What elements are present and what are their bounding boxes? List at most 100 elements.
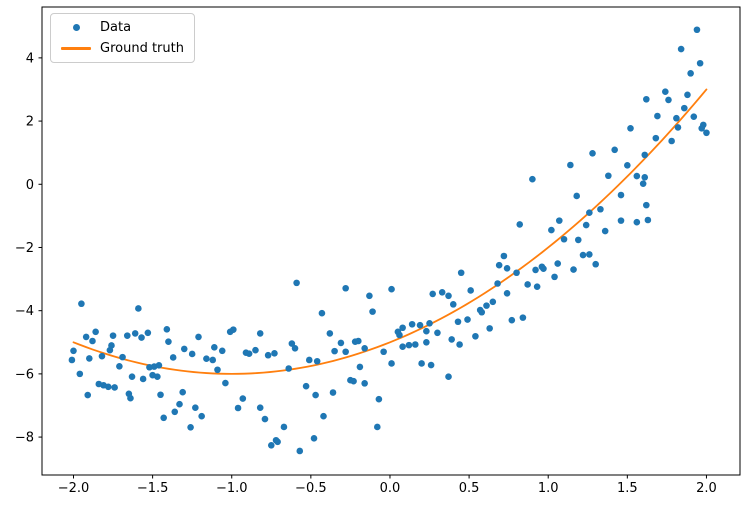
data-point <box>230 326 237 333</box>
data-point <box>448 336 455 343</box>
x-tick-label: 1.5 <box>617 481 638 496</box>
data-point <box>312 391 319 399</box>
data-point <box>139 375 147 383</box>
data-point <box>399 324 406 332</box>
data-point <box>155 362 163 369</box>
data-point <box>457 269 465 277</box>
data-point <box>105 383 112 391</box>
data-point <box>684 91 691 99</box>
data-point <box>68 356 76 364</box>
data-point <box>570 266 577 273</box>
data-point <box>445 292 452 300</box>
legend-marker-cell <box>59 24 93 31</box>
data-point <box>380 348 387 356</box>
data-point <box>574 236 582 244</box>
x-tick-label: −0.5 <box>295 481 327 496</box>
data-point <box>234 404 242 412</box>
data-point <box>560 235 568 243</box>
data-point <box>426 320 433 327</box>
data-point <box>524 281 531 288</box>
data-point <box>665 96 672 104</box>
data-point <box>154 373 161 381</box>
data-point <box>326 330 334 337</box>
data-point <box>293 279 300 287</box>
data-point <box>579 251 587 259</box>
data-point <box>239 395 247 402</box>
data-point <box>586 209 593 217</box>
data-point <box>355 337 362 345</box>
data-point <box>548 226 555 234</box>
data-point <box>643 201 650 209</box>
data-point <box>693 26 701 34</box>
data-point <box>408 320 416 328</box>
data-point <box>467 287 474 294</box>
data-point <box>652 134 660 142</box>
data-point <box>503 265 511 272</box>
data-point <box>597 205 604 213</box>
data-point <box>361 344 368 352</box>
data-point <box>337 339 345 347</box>
y-tick-label: 4 <box>26 51 34 66</box>
data-point <box>192 404 199 411</box>
data-point <box>555 217 563 224</box>
data-point <box>434 329 441 337</box>
data-point <box>209 356 217 364</box>
data-point <box>195 333 202 341</box>
data-point <box>449 301 457 308</box>
data-point <box>500 252 508 260</box>
data-point <box>589 150 596 157</box>
data-point <box>291 344 299 352</box>
data-point <box>171 408 179 416</box>
data-point <box>532 266 539 274</box>
data-point <box>703 129 710 137</box>
data-point <box>144 329 152 337</box>
data-point <box>508 316 516 324</box>
data-point <box>375 395 383 403</box>
data-point <box>641 151 649 159</box>
data-point <box>252 346 259 354</box>
data-point <box>119 353 126 361</box>
data-point <box>513 269 520 277</box>
data-point <box>342 284 349 292</box>
data-point <box>267 442 275 449</box>
data-point <box>187 423 194 431</box>
data-point <box>135 305 142 312</box>
x-tick-label: 0.0 <box>380 481 401 496</box>
data-point <box>271 350 278 357</box>
ground-truth-line <box>72 88 708 375</box>
data-point <box>169 354 177 361</box>
data-point <box>89 337 96 345</box>
data-point <box>690 113 698 120</box>
data-point <box>302 382 310 390</box>
data-point <box>361 380 368 387</box>
data-point <box>305 356 313 364</box>
data-point <box>533 283 541 290</box>
data-point <box>483 302 490 309</box>
data-point <box>374 423 381 431</box>
data-point <box>551 273 558 281</box>
data-point <box>529 175 536 183</box>
data-point <box>643 95 650 103</box>
data-point <box>633 172 641 180</box>
data-point <box>662 88 669 95</box>
data-point <box>331 347 338 355</box>
data-point <box>356 363 364 371</box>
data-point <box>163 326 171 333</box>
data-point <box>696 59 704 67</box>
data-point <box>673 114 680 122</box>
data-point <box>245 350 253 357</box>
data-point <box>76 370 84 378</box>
data-point <box>582 221 590 229</box>
data-point <box>639 180 647 187</box>
data-point <box>674 124 682 131</box>
data-point <box>586 251 593 258</box>
x-tick-label: −2.0 <box>58 481 90 496</box>
data-point <box>176 400 183 408</box>
data-point <box>396 331 403 339</box>
data-point <box>423 327 430 335</box>
data-point <box>617 191 625 199</box>
data-point <box>222 379 229 387</box>
data-point <box>329 389 337 396</box>
